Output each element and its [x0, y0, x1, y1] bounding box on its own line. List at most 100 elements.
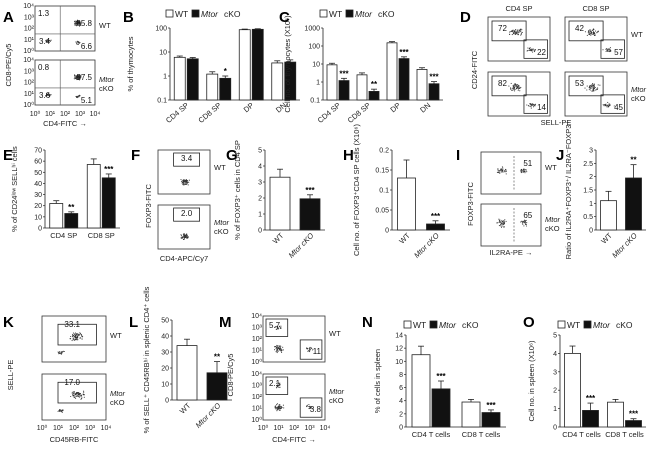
event-dot [79, 337, 81, 339]
event-dot [500, 169, 503, 171]
event-dot [273, 346, 276, 348]
event-dot [522, 221, 524, 224]
event-dot [514, 33, 516, 35]
panel-m-xtick: 10¹ [273, 425, 284, 432]
event-dot [534, 50, 536, 52]
event-dot [310, 347, 312, 349]
event-dot [524, 170, 526, 172]
event-dot [73, 395, 75, 397]
event-dot [508, 85, 510, 87]
event-dot [532, 48, 534, 50]
event-dot [607, 50, 609, 52]
event-dot [180, 235, 183, 237]
event-dot [511, 87, 514, 89]
panel-d-plot-dots [509, 28, 537, 53]
event-dot [308, 348, 310, 351]
panel-m-cd4-value: 3.8 [310, 405, 322, 414]
panel-a-xtick: 10¹ [45, 111, 56, 118]
event-dot [77, 333, 79, 335]
event-dot [275, 405, 277, 407]
panel-b-xtick-label: CD4 SP [164, 101, 191, 125]
panel-d-top-value: 72 [498, 24, 507, 33]
panel-label-i: I [456, 147, 460, 164]
event-dot [592, 82, 594, 85]
panel-o-bar [582, 410, 599, 428]
event-dot [280, 325, 282, 327]
event-dot [73, 396, 75, 398]
panel-l-ytick-label: 10 [161, 382, 169, 389]
panel-f-xlabel: CD4-APC/Cy7 [160, 254, 208, 263]
event-dot [514, 30, 516, 32]
event-dot [276, 410, 278, 412]
event-dot [185, 235, 187, 237]
panel-g-xtick-label: WT [271, 231, 286, 246]
event-dot [279, 403, 281, 406]
panel-a-xtick: 10⁴ [90, 111, 101, 118]
event-dot [186, 183, 188, 185]
panel-a-xtick: 10⁰ [30, 110, 41, 118]
event-dot [520, 221, 522, 223]
panel-d-top-value: 42 [575, 24, 584, 33]
event-dot [602, 49, 604, 51]
event-dot [77, 339, 79, 341]
panel-o-bar [564, 352, 581, 428]
event-dot [281, 406, 283, 408]
event-dot [512, 31, 514, 33]
event-dot [593, 85, 595, 87]
panel-m-y0-ytick: 10³ [252, 325, 263, 332]
event-dot [73, 339, 75, 341]
panel-b-ylabel-group: % of thymocytes [126, 36, 135, 91]
panel-j-ytick-label: 0 [589, 228, 593, 235]
panel-m-gate-cd4 [299, 397, 323, 418]
event-dot [48, 41, 50, 43]
panel-o-xtick-label: CD8 T cells [605, 430, 644, 439]
event-dot [590, 34, 592, 36]
panel-c-ytick-label: 10 [312, 62, 320, 69]
panel-a-y0-ytick: 10⁰ [23, 47, 34, 55]
event-dot [523, 168, 525, 170]
panel-d-bottom-value: 22 [537, 48, 546, 57]
event-dot [528, 48, 530, 50]
panel-n-legend-swatch-cko [429, 320, 438, 329]
event-dot [74, 338, 76, 340]
event-dot [184, 180, 186, 182]
event-dot [48, 96, 51, 98]
event-dot [76, 22, 78, 24]
panel-a-y0-ytick: 10³ [24, 14, 35, 21]
panel-h-ytick-label: 0.05 [375, 208, 389, 215]
panel-o-legend-swatch-wt [557, 320, 566, 329]
panel-l-bar [206, 372, 228, 401]
event-dot [510, 31, 512, 33]
panel-j-ytick-label: 3 [589, 148, 593, 155]
panel-c-ytick-label: 0.1 [310, 98, 320, 105]
panel-b-xlabel-group: CD8 SP [196, 101, 223, 125]
panel-b-legend-mtor: Mtor [201, 9, 219, 19]
event-dot [505, 171, 507, 173]
panel-a-y1-ytick: 10⁰ [23, 101, 34, 109]
event-dot [513, 84, 515, 86]
panel-m-condition: Mtor [329, 387, 345, 396]
event-dot [279, 386, 281, 388]
panel-f-gate [173, 152, 201, 167]
panel-m-gate-cd8 [265, 376, 289, 395]
panel-d-gate-top [568, 75, 604, 97]
event-dot [81, 335, 83, 337]
event-dot [186, 182, 189, 184]
panel-m-plot-dots [274, 382, 314, 412]
panel-g-ytick-label: 3 [258, 180, 262, 187]
panel-i-plot-frame [480, 203, 542, 247]
panel-o-legend-cko: cKO [616, 320, 633, 330]
event-dot [79, 74, 81, 76]
event-dot [59, 409, 61, 411]
event-dot [183, 179, 185, 181]
event-dot [593, 87, 596, 89]
panel-g-ytick-label: 5 [258, 148, 262, 155]
event-dot [307, 405, 309, 408]
event-dot [279, 409, 281, 411]
event-dot [504, 169, 506, 172]
panel-b-bar [271, 62, 284, 101]
event-dot [531, 48, 533, 50]
event-dot [586, 85, 588, 87]
event-dot [186, 237, 188, 239]
event-dot [49, 40, 51, 42]
